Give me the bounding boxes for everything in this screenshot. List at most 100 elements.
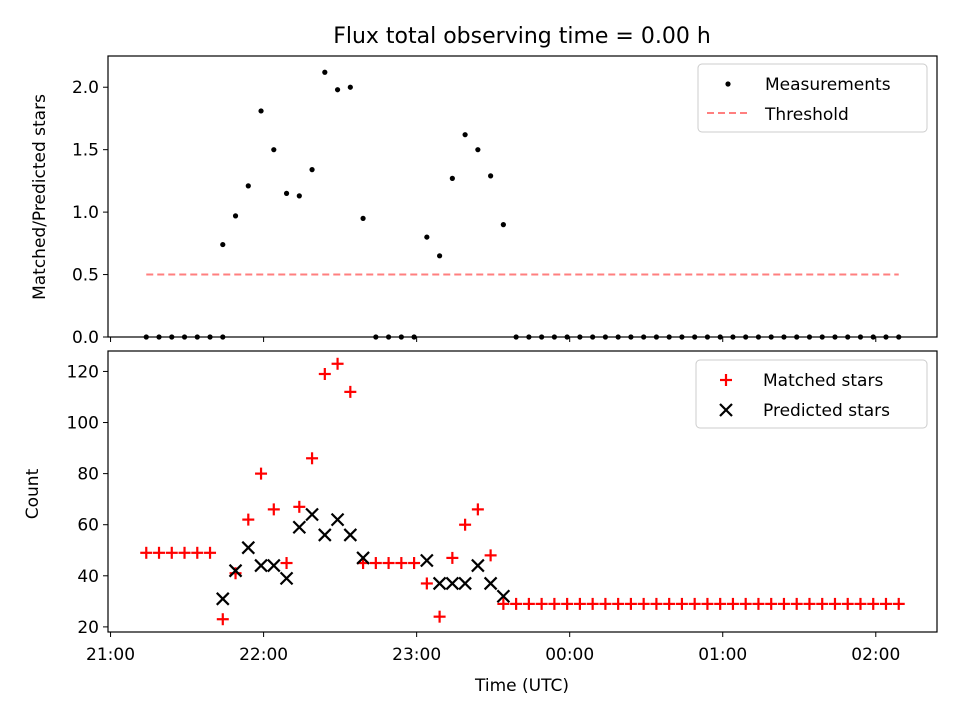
top-panel: 0.00.51.01.52.0 Matched/Predicted stars … — [30, 55, 938, 348]
bottom-legend-box — [695, 359, 928, 429]
matched-stars-point — [140, 546, 153, 559]
measurements-point — [322, 69, 328, 75]
legend-measurements-label: Measurements — [765, 75, 891, 95]
matched-stars-point — [892, 597, 905, 610]
matched-stars-point — [535, 597, 548, 610]
legend-matched-marker — [720, 374, 732, 386]
matched-stars-point — [688, 597, 701, 610]
bottom-y-axis-label: Count — [23, 468, 43, 519]
matched-stars-point — [510, 597, 523, 610]
y-tick-label: 1.0 — [72, 203, 99, 223]
matched-stars-point — [816, 597, 829, 610]
matched-stars-point — [293, 500, 306, 513]
x-tick-label: 02:00 — [851, 645, 900, 665]
legend-predicted-label: Predicted stars — [763, 401, 890, 421]
matched-stars-point — [675, 597, 688, 610]
predicted-stars-point — [330, 512, 345, 527]
x-tick-label: 23:00 — [392, 645, 441, 665]
matched-stars-point — [446, 551, 459, 564]
matched-stars-point — [153, 546, 166, 559]
matched-stars-point — [714, 597, 727, 610]
predicted-stars-point — [228, 563, 243, 578]
matched-stars-point — [752, 597, 765, 610]
matched-stars-point — [777, 597, 790, 610]
matched-stars-point — [165, 546, 178, 559]
measurements-point — [500, 222, 506, 228]
predicted-stars-point — [254, 558, 268, 573]
y-tick-label: 2.0 — [72, 78, 99, 98]
measurements-point — [424, 234, 430, 240]
matched-stars-point — [408, 557, 421, 570]
measurements-point — [258, 108, 264, 114]
y-tick-label: 0.0 — [72, 328, 99, 348]
y-tick-label: 40 — [77, 567, 99, 587]
matched-stars-point — [369, 557, 382, 570]
legend-measurements-marker — [725, 81, 731, 87]
predicted-stars-point — [445, 576, 460, 591]
x-axis-label: Time (UTC) — [474, 676, 569, 696]
measurements-point — [475, 147, 481, 153]
y-tick-label: 20 — [77, 618, 99, 638]
measurements-point — [271, 147, 277, 153]
predicted-stars-point — [267, 558, 281, 573]
measurements-point — [232, 213, 239, 219]
matched-stars-point — [726, 597, 739, 610]
top-x-ticks — [110, 337, 877, 342]
measurements-point — [334, 87, 341, 93]
matched-stars-point — [471, 503, 484, 516]
matched-stars-point — [267, 503, 280, 516]
matched-stars-point — [178, 546, 191, 559]
predicted-stars-point — [471, 558, 485, 573]
matched-stars-point — [650, 597, 663, 610]
matched-stars-point — [395, 557, 408, 570]
measurements-point — [283, 190, 290, 196]
matched-stars-point — [306, 452, 319, 465]
matched-stars-point — [624, 597, 637, 610]
matched-stars-point — [663, 597, 676, 610]
predicted-stars-point — [420, 553, 434, 568]
x-tick-label: 22:00 — [239, 645, 288, 665]
matched-stars-point — [879, 597, 892, 610]
matched-stars-point — [255, 467, 268, 480]
matched-stars-point — [739, 597, 752, 610]
predicted-stars-point — [356, 551, 370, 565]
matched-stars-point — [497, 597, 510, 610]
matched-stars-point — [382, 557, 395, 570]
matched-stars-point — [637, 597, 650, 610]
top-legend: Measurements Threshold — [697, 63, 928, 133]
chart-title: Flux total observing time = 0.00 h — [333, 24, 711, 49]
x-tick-label: 01:00 — [698, 645, 747, 665]
measurements-point — [360, 215, 366, 221]
matched-stars-point — [765, 597, 778, 610]
predicted-stars-point — [292, 520, 307, 535]
matched-stars-point — [599, 597, 612, 610]
predicted-stars-point — [241, 540, 256, 555]
matched-stars-point — [573, 597, 586, 610]
measurements-point — [449, 175, 455, 181]
matched-stars-point — [191, 546, 204, 559]
predicted-stars-point — [343, 528, 358, 542]
matched-stars-point — [586, 597, 599, 610]
legend-matched-label: Matched stars — [763, 371, 883, 391]
legend-threshold-label: Threshold — [764, 105, 849, 125]
y-tick-label: 1.5 — [72, 141, 99, 161]
y-tick-label: 120 — [67, 362, 99, 382]
bottom-x-ticks: 21:00 22:00 23:00 00:00 01:00 02:00 — [86, 632, 900, 665]
bottom-axes-frame — [107, 350, 938, 633]
matched-stars-point — [280, 557, 293, 570]
bottom-plot-area — [140, 357, 905, 626]
measurements-point — [309, 167, 315, 173]
matched-stars-point — [701, 597, 714, 610]
matched-stars-point — [331, 357, 344, 370]
matched-stars-point — [242, 513, 255, 526]
matched-stars-point — [828, 597, 841, 610]
predicted-stars-point — [216, 592, 230, 606]
predicted-stars-point — [318, 528, 332, 542]
matched-stars-point — [841, 597, 854, 610]
measurements-point — [488, 173, 494, 179]
top-legend-box — [697, 63, 928, 133]
x-tick-label: 00:00 — [545, 645, 594, 665]
predicted-stars-point — [483, 576, 498, 591]
matched-stars-point — [484, 549, 497, 562]
